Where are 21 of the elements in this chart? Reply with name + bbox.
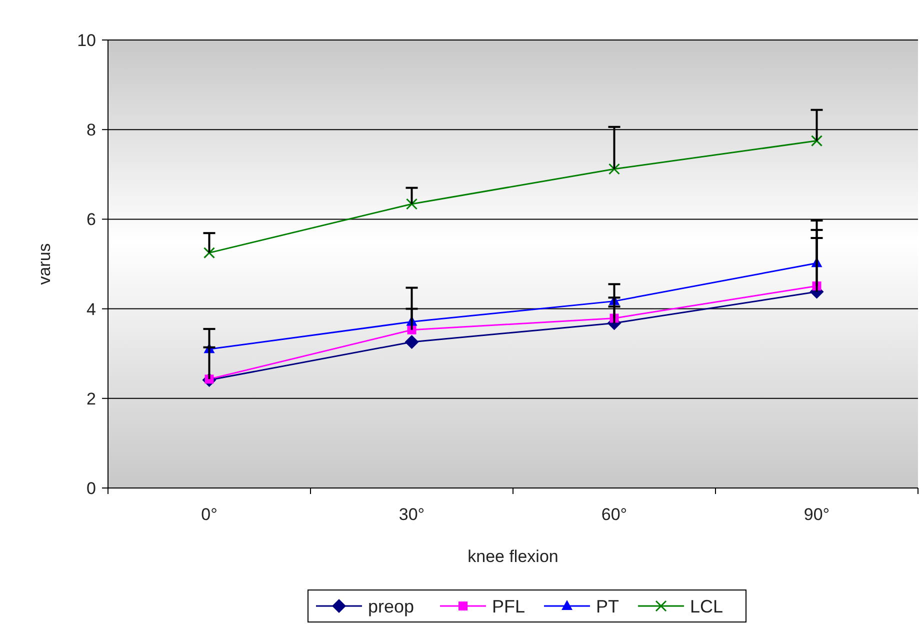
legend-label: PFL <box>492 596 526 616</box>
x-tick-label: 60° <box>601 505 628 524</box>
y-tick-label: 10 <box>77 30 96 50</box>
x-tick-label: 0° <box>201 505 218 524</box>
y-tick-label: 0 <box>86 478 96 498</box>
point <box>204 247 215 259</box>
y-tick-label: 4 <box>86 300 96 319</box>
point <box>406 198 418 210</box>
legend-label: LCL <box>690 596 724 616</box>
x-tick-label: 90° <box>804 505 830 524</box>
point <box>404 334 419 349</box>
legend-label: PT <box>596 596 620 616</box>
y-tick-label: 2 <box>86 389 96 408</box>
point <box>811 135 822 147</box>
point <box>608 163 620 175</box>
y-axis-title: varus <box>35 243 54 285</box>
x-axis-title: knee flexion <box>468 547 558 566</box>
legend-label: preop <box>368 596 414 616</box>
y-tick-label: 6 <box>86 210 96 230</box>
x-tick-label: 30° <box>398 505 425 524</box>
y-tick-label: 8 <box>86 120 96 140</box>
